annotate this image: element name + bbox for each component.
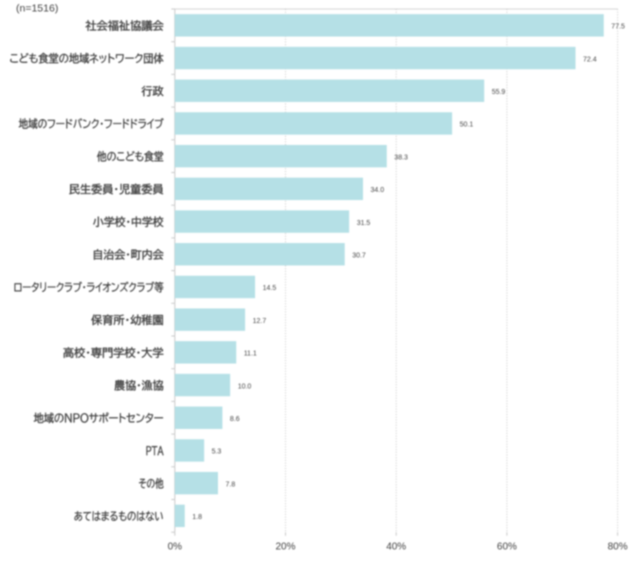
svg-text:80%: 80% [608, 541, 628, 552]
svg-text:8.6: 8.6 [230, 416, 240, 423]
svg-text:1.8: 1.8 [192, 514, 202, 521]
svg-text:77.5: 77.5 [611, 24, 625, 31]
svg-text:60%: 60% [497, 541, 517, 552]
svg-text:(n=1516): (n=1516) [16, 3, 58, 15]
svg-text:55.9: 55.9 [492, 89, 506, 96]
svg-text:10.0: 10.0 [238, 383, 252, 390]
svg-text:50.1: 50.1 [460, 122, 474, 129]
svg-text:30.7: 30.7 [352, 252, 366, 259]
svg-text:31.5: 31.5 [357, 220, 371, 227]
svg-text:11.1: 11.1 [244, 351, 257, 358]
svg-text:14.5: 14.5 [263, 285, 277, 292]
svg-text:40%: 40% [386, 541, 406, 552]
svg-text:12.7: 12.7 [253, 318, 267, 325]
svg-text:34.0: 34.0 [371, 187, 385, 194]
svg-text:5.3: 5.3 [212, 449, 222, 456]
svg-text:38.3: 38.3 [394, 154, 408, 161]
svg-text:20%: 20% [275, 541, 295, 552]
svg-text:7.8: 7.8 [226, 481, 236, 488]
svg-text:0%: 0% [168, 541, 183, 552]
svg-text:72.4: 72.4 [583, 56, 597, 63]
